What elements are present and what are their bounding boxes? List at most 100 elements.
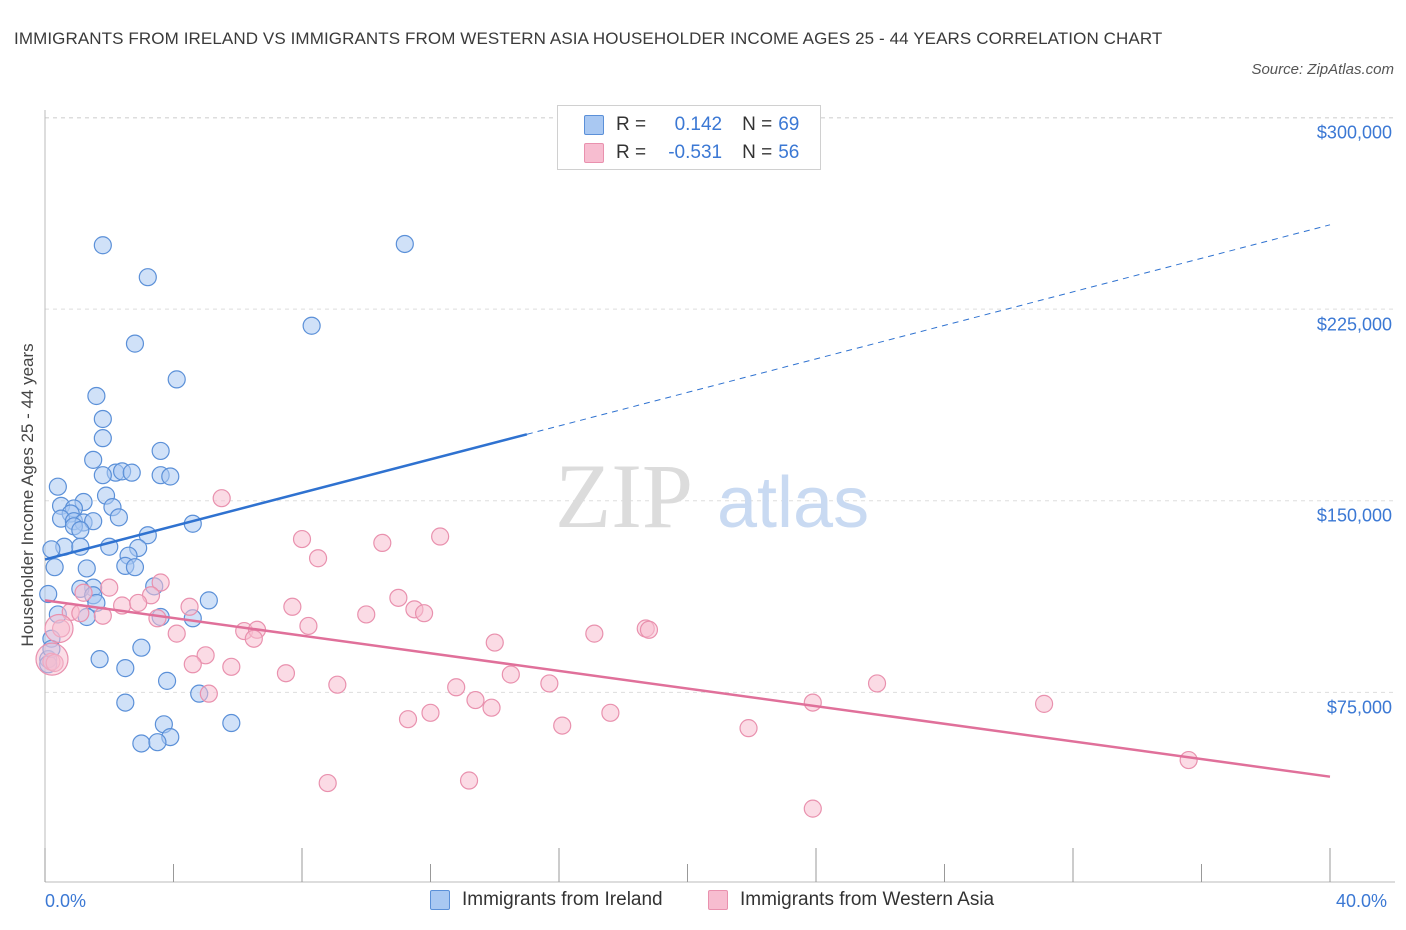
data-point-ireland: [71, 521, 90, 540]
data-point-western-asia: [167, 624, 186, 643]
data-point-western-asia: [35, 642, 69, 676]
y-tick-label: $75,000: [1326, 697, 1392, 718]
data-point-western-asia: [447, 678, 466, 697]
data-point-ireland: [161, 467, 180, 486]
data-point-ireland: [109, 508, 128, 527]
legend-series-label: Immigrants from Western Asia: [740, 889, 995, 910]
y-tick-label: $300,000: [1316, 122, 1392, 143]
data-point-ireland: [48, 477, 67, 496]
data-point-western-asia: [44, 613, 74, 644]
bottom-legend-ireland: Immigrants from Ireland: [430, 889, 663, 911]
data-point-ireland: [84, 450, 103, 469]
data-point-western-asia: [553, 716, 572, 735]
data-point-ireland: [125, 558, 145, 577]
data-point-western-asia: [299, 616, 318, 636]
y-tick-label: $225,000: [1316, 314, 1392, 335]
legend-series-label: Immigrants from Ireland: [462, 889, 663, 910]
data-point-western-asia: [540, 674, 559, 693]
data-point-ireland: [151, 441, 170, 461]
data-point-western-asia: [431, 527, 450, 546]
data-point-western-asia: [867, 674, 887, 693]
data-point-western-asia: [199, 684, 218, 703]
legend-n-value: 56: [778, 142, 800, 163]
blue-swatch: [430, 890, 450, 910]
data-point-western-asia: [318, 773, 337, 793]
data-point-ireland: [122, 463, 141, 482]
data-point-ireland: [132, 638, 151, 657]
correlation-legend: R = 0.142 N = 69 R = -0.531 N = 56: [557, 105, 821, 170]
data-point-western-asia: [585, 624, 604, 643]
legend-r-value: 0.142: [674, 114, 723, 135]
legend-n-value: 69: [778, 114, 800, 135]
data-point-western-asia: [373, 533, 392, 553]
data-point-western-asia: [196, 646, 215, 665]
watermark-zip: ZIP: [555, 445, 693, 547]
trendline-extension-ireland: [526, 224, 1331, 435]
data-point-western-asia: [100, 578, 119, 597]
data-point-ireland: [116, 693, 135, 712]
data-point-western-asia: [222, 657, 241, 676]
data-point-ireland: [45, 558, 64, 577]
data-point-ireland: [116, 659, 135, 678]
data-point-ireland: [125, 334, 145, 353]
source-label: Source: ZipAtlas.com: [1251, 61, 1394, 78]
data-point-western-asia: [308, 549, 328, 568]
data-point-western-asia: [1179, 750, 1198, 770]
data-point-ireland: [93, 429, 112, 448]
x-tick-label: 40.0%: [1336, 891, 1388, 911]
data-point-western-asia: [148, 609, 167, 628]
pink-swatch: [584, 143, 604, 163]
x-tick-label: 0.0%: [45, 891, 87, 911]
data-point-ireland: [167, 370, 186, 389]
data-point-western-asia: [421, 703, 440, 722]
legend-row-western-asia: R = -0.531 N = 56: [584, 142, 799, 164]
trendline-ireland: [44, 433, 528, 561]
watermark-atlas: atlas: [717, 463, 869, 543]
data-point-ireland: [302, 316, 321, 335]
data-point-western-asia: [501, 665, 520, 684]
data-point-western-asia: [414, 604, 434, 623]
data-point-ireland: [84, 512, 103, 531]
legend-r-label: R =: [616, 114, 647, 135]
data-point-western-asia: [276, 664, 296, 683]
data-point-ireland: [395, 234, 414, 254]
data-point-western-asia: [74, 583, 93, 602]
data-point-ireland: [39, 584, 58, 604]
data-point-western-asia: [803, 799, 822, 818]
chart-title: IMMIGRANTS FROM IRELAND VS IMMIGRANTS FR…: [14, 29, 1163, 48]
data-point-western-asia: [292, 529, 312, 549]
data-point-western-asia: [244, 629, 263, 648]
data-point-western-asia: [482, 698, 501, 717]
data-point-ireland: [93, 236, 112, 255]
data-point-western-asia: [803, 693, 822, 712]
data-point-ireland: [87, 386, 106, 406]
legend-r-value: -0.531: [668, 142, 723, 163]
data-point-ireland: [93, 466, 112, 485]
data-point-ireland: [157, 671, 177, 690]
data-point-western-asia: [183, 655, 202, 674]
data-point-ireland: [90, 650, 109, 669]
trendline-western-asia: [44, 599, 1331, 778]
data-point-western-asia: [212, 489, 231, 508]
data-point-western-asia: [459, 771, 479, 790]
data-point-western-asia: [180, 597, 199, 616]
data-point-ireland: [148, 733, 167, 752]
data-point-western-asia: [389, 588, 408, 607]
data-point-western-asia: [398, 710, 418, 729]
data-point-western-asia: [151, 573, 170, 592]
data-point-western-asia: [466, 690, 485, 710]
data-point-western-asia: [601, 703, 620, 722]
blue-swatch: [584, 115, 604, 135]
data-point-western-asia: [357, 605, 376, 624]
bottom-legend-western-asia: Immigrants from Western Asia: [708, 889, 994, 911]
data-point-western-asia: [328, 675, 347, 694]
pink-swatch: [708, 890, 728, 910]
data-point-western-asia: [283, 597, 302, 616]
data-point-western-asia: [1034, 694, 1054, 713]
data-point-ireland: [77, 559, 96, 578]
legend-row-ireland: R = 0.142 N = 69: [584, 114, 799, 136]
legend-r-label: R =: [616, 142, 647, 163]
data-point-ireland: [132, 734, 151, 753]
data-point-western-asia: [739, 719, 758, 738]
